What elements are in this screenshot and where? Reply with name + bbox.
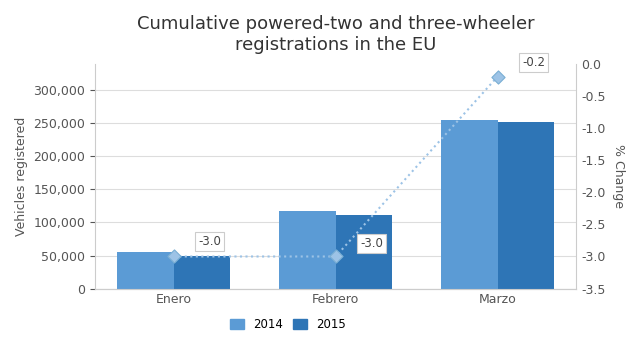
- Bar: [441, 120, 498, 289]
- Bar: [279, 211, 335, 289]
- Text: -0.2: -0.2: [522, 56, 545, 69]
- Point: [330, 254, 340, 259]
- Y-axis label: Vehicles registered: Vehicles registered: [15, 117, 28, 236]
- Bar: [117, 252, 173, 289]
- Bar: [498, 122, 554, 289]
- Bar: [173, 255, 230, 289]
- Legend: 2014, 2015: 2014, 2015: [225, 314, 351, 336]
- Text: -3.0: -3.0: [360, 237, 383, 250]
- Bar: [335, 214, 392, 289]
- Title: Cumulative powered-two and three-wheeler
registrations in the EU: Cumulative powered-two and three-wheeler…: [137, 15, 534, 54]
- Point: [493, 74, 503, 79]
- Y-axis label: % Change: % Change: [612, 144, 625, 208]
- Point: [168, 254, 179, 259]
- Text: -3.0: -3.0: [198, 235, 221, 248]
